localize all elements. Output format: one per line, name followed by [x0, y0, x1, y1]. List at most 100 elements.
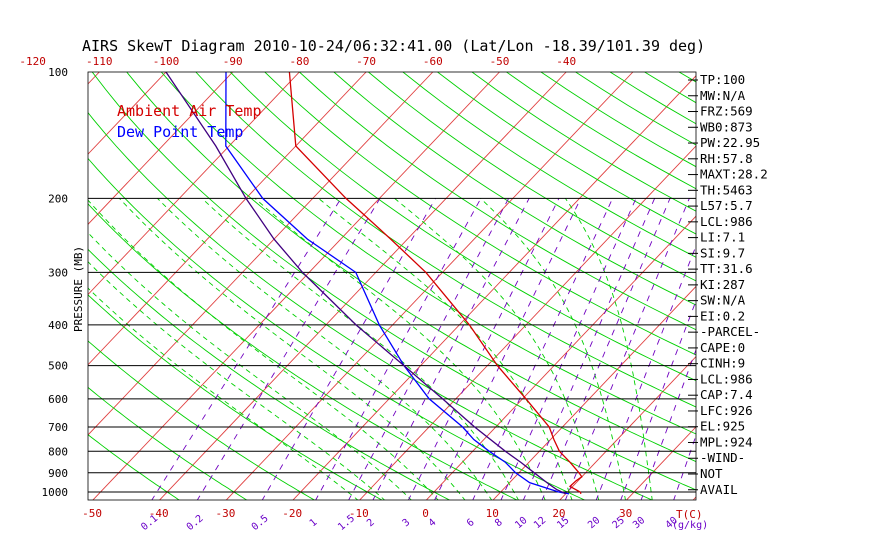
top-temp-tick-label: -60 — [423, 55, 443, 68]
dry-adiabat-line — [88, 386, 248, 500]
moist-adiabat-line — [157, 198, 493, 500]
mixing-ratio-line — [407, 198, 560, 500]
top-temp-tick-label: -110 — [86, 55, 113, 68]
top-temp-tick-label: -80 — [289, 55, 309, 68]
dry-adiabat-line — [333, 72, 696, 306]
isotherm-line — [625, 426, 696, 500]
mixing-ratio-tick-label: 30 — [631, 515, 647, 531]
index-item: WB0:873 — [700, 119, 753, 134]
index-item: SI:9.7 — [700, 245, 745, 260]
mixing-ratio-tick-label: 0.5 — [250, 513, 271, 533]
index-item: LCL:986 — [700, 371, 753, 386]
index-item: -WIND- — [700, 450, 745, 465]
moist-adiabat-line — [119, 198, 466, 500]
isobar-lines — [88, 197, 696, 493]
dew-point-temp-line — [225, 72, 570, 495]
dry-adiabat-line — [229, 72, 696, 382]
moist-adiabat-line — [394, 198, 600, 500]
mixing-ratio-line — [315, 198, 482, 500]
index-item: TP:100 — [700, 72, 745, 87]
dry-adiabat-line — [195, 72, 696, 408]
index-item: -PARCEL- — [700, 324, 760, 339]
mixing-ratio-lines — [151, 198, 696, 500]
dry-adiabat-line — [88, 157, 586, 500]
bottom-temperature-tick-labels: -50 -40 -30 -20 -10 0 10 20 30 — [82, 507, 632, 520]
isotherm-line — [425, 215, 696, 500]
index-item: CAP:7.4 — [700, 387, 753, 402]
moist-adiabat-line — [480, 198, 626, 500]
isotherm-line — [559, 355, 696, 500]
moist-adiabat-line — [88, 199, 439, 500]
bottom-temp-tick-label: -20 — [282, 507, 302, 520]
mixing-ratio-line — [472, 198, 614, 500]
y-axis-label: PRESSURE (MB) — [72, 246, 85, 332]
top-temp-tick-label: -40 — [556, 55, 576, 68]
bottom-temp-tick-label: 0 — [422, 507, 429, 520]
moist-adiabat-line — [254, 198, 546, 500]
stability-indices-panel: TP:100MW:N/AFRZ:569WB0:873PW:22.95RH:57.… — [688, 72, 768, 497]
pressure-tick-label: 600 — [48, 393, 68, 406]
mixing-ratio-line — [640, 348, 696, 500]
legend: Ambient Air Temp Dew Point Temp — [117, 102, 262, 141]
index-item: AVAIL — [700, 482, 738, 497]
index-item: NOT — [700, 466, 723, 481]
index-item: MAXT:28.2 — [700, 167, 768, 182]
index-item: TT:31.6 — [700, 261, 753, 276]
bottom-temp-tick-label: 20 — [552, 507, 565, 520]
legend-ambient-air-temp: Ambient Air Temp — [117, 102, 262, 120]
top-temp-tick-label: -120 — [19, 55, 46, 68]
bottom-temp-tick-label: -40 — [149, 507, 169, 520]
mixing-ratio-line — [261, 198, 436, 500]
index-item: LI:7.1 — [700, 230, 745, 245]
index-item: PW:22.95 — [700, 135, 760, 150]
dry-adiabat-line — [91, 72, 696, 491]
legend-dew-point-temp: Dew Point Temp — [117, 123, 243, 141]
isotherm-line — [88, 72, 367, 366]
bottom-temp-tick-label: 30 — [619, 507, 632, 520]
mixing-ratio-tick-label: 2 — [365, 517, 377, 529]
dry-adiabat-line — [88, 340, 316, 500]
plot-frame — [87, 71, 697, 501]
mixing-ratio-tick-label: 4 — [427, 517, 439, 529]
parcel-path-line — [165, 72, 566, 495]
moist-adiabat-line — [318, 198, 573, 500]
index-item: MPL:924 — [700, 434, 753, 449]
moist-adiabat-line — [88, 261, 386, 500]
top-temp-tick-label: -70 — [356, 55, 376, 68]
moist-adiabat-lines — [88, 198, 653, 500]
mixing-ratio-line — [434, 198, 582, 500]
dry-adiabat-line — [88, 203, 518, 500]
pressure-tick-label: 800 — [48, 445, 68, 458]
mixing-ratio-tick-label: 3 — [401, 517, 413, 529]
moist-adiabat-line — [88, 287, 359, 500]
mixing-ratio-line — [673, 434, 696, 500]
mixing-ratio-tick-label: 10 — [513, 515, 529, 531]
index-item: FRZ:569 — [700, 104, 753, 119]
index-item: LFC:926 — [700, 403, 753, 418]
mixing-ratio-unit: (g/kg) — [672, 520, 708, 531]
index-item: MW:N/A — [700, 88, 746, 103]
isotherm-line — [88, 72, 234, 225]
top-temp-tick-label: -90 — [223, 55, 243, 68]
top-temp-tick-label: -100 — [153, 55, 180, 68]
isotherm-line — [88, 72, 300, 296]
mixing-ratio-line — [348, 198, 509, 500]
pressure-tick-label: 200 — [48, 192, 68, 205]
pressure-tick-label: 300 — [48, 266, 68, 279]
index-item: CAPE:0 — [700, 340, 745, 355]
sounding-series — [165, 72, 583, 495]
mixing-ratio-tick-label: 8 — [493, 517, 505, 529]
top-temperature-tick-labels: -120 -110 -100 -90 -80 -70 -60 -50 -40 — [19, 55, 576, 68]
dry-adiabat-line — [160, 72, 696, 435]
mixing-ratio-line — [372, 198, 530, 500]
pressure-tick-label: 100 — [48, 66, 68, 79]
index-item: LCL:986 — [700, 214, 753, 229]
dry-adiabat-line — [88, 248, 451, 500]
index-item: EI:0.2 — [700, 308, 745, 323]
index-item: CINH:9 — [700, 356, 745, 371]
index-item: KI:287 — [700, 277, 745, 292]
isotherm-line — [0, 72, 33, 501]
index-item: EL:925 — [700, 419, 745, 434]
moist-adiabat-line — [565, 198, 653, 500]
